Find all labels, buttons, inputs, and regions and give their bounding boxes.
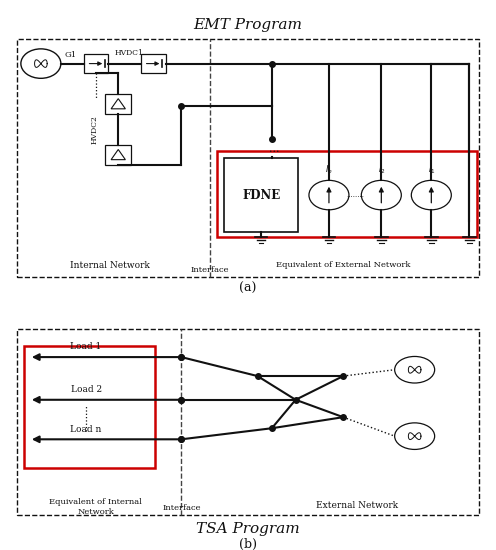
Text: HVDC2: HVDC2	[91, 116, 99, 144]
Bar	[224, 158, 298, 232]
Text: Load 1: Load 1	[70, 343, 102, 351]
Text: (a): (a)	[239, 282, 257, 294]
Text: Equivalent of Internal
Network: Equivalent of Internal Network	[49, 498, 142, 516]
Text: HVDC1: HVDC1	[114, 49, 143, 57]
Circle shape	[395, 356, 434, 383]
Text: $I_1$: $I_1$	[428, 164, 435, 176]
Text: Interface: Interface	[190, 266, 229, 274]
Bar	[105, 145, 131, 165]
Text: ...: ...	[269, 145, 279, 155]
Text: Load 2: Load 2	[70, 385, 102, 394]
Circle shape	[361, 180, 401, 210]
Text: Internal Network: Internal Network	[70, 261, 150, 270]
Text: G1: G1	[64, 51, 77, 59]
Text: Interface: Interface	[162, 504, 200, 512]
Text: (b): (b)	[239, 538, 257, 550]
Circle shape	[395, 423, 434, 449]
Bar	[84, 54, 109, 73]
Circle shape	[309, 180, 349, 210]
Bar	[17, 39, 479, 278]
Circle shape	[21, 49, 61, 78]
Text: Equivalent of External Network: Equivalent of External Network	[276, 261, 411, 269]
Circle shape	[411, 180, 451, 210]
Bar	[24, 346, 155, 468]
Text: Load n: Load n	[70, 425, 102, 433]
Text: $I_2$: $I_2$	[377, 164, 385, 176]
Bar	[17, 328, 479, 515]
Text: ........: ........	[346, 192, 364, 198]
Bar	[217, 151, 477, 237]
Text: EMT Program: EMT Program	[193, 18, 303, 32]
Text: FDNE: FDNE	[242, 189, 280, 202]
Bar	[141, 54, 166, 73]
Text: TSA Program: TSA Program	[196, 522, 300, 536]
Text: External Network: External Network	[316, 501, 399, 510]
Bar	[105, 94, 131, 114]
Text: $I_n$: $I_n$	[325, 164, 333, 176]
